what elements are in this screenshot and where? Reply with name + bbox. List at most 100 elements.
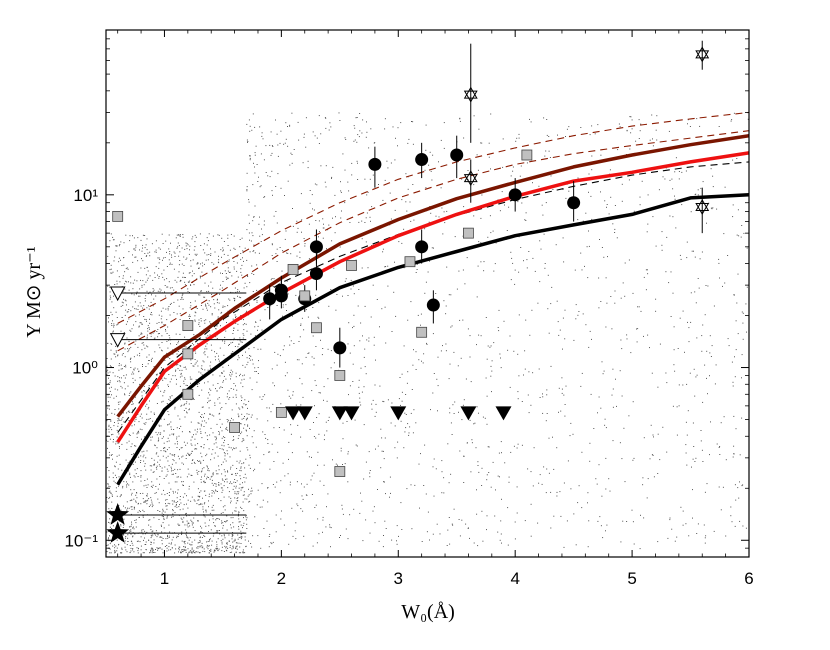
- background-dot: [158, 425, 160, 427]
- background-dot: [120, 305, 122, 307]
- background-dot: [473, 423, 475, 425]
- background-dot: [339, 120, 341, 121]
- background-dot: [170, 242, 171, 244]
- background-dot: [137, 552, 139, 554]
- background-dot: [181, 375, 183, 377]
- background-dot: [236, 545, 238, 547]
- background-dot: [197, 546, 199, 547]
- background-dot: [693, 368, 695, 370]
- background-dot: [132, 403, 134, 405]
- background-dot: [259, 216, 260, 218]
- background-dot: [216, 546, 218, 548]
- background-dot: [345, 528, 347, 530]
- background-dot: [211, 490, 213, 491]
- data-point-square: [311, 322, 322, 334]
- background-dot: [127, 541, 129, 542]
- background-dot: [165, 240, 167, 242]
- background-dot: [235, 552, 237, 554]
- x-axis-label: W₀(Å): [401, 601, 455, 623]
- background-dot: [271, 170, 273, 172]
- background-dot: [732, 385, 734, 387]
- background-dot: [185, 513, 187, 515]
- background-dot: [291, 507, 293, 509]
- background-dot: [110, 419, 112, 420]
- background-dot: [199, 325, 201, 327]
- background-dot: [249, 155, 251, 157]
- background-dot: [151, 357, 153, 359]
- background-dot: [250, 355, 252, 357]
- background-dot: [181, 247, 183, 249]
- background-dot: [394, 447, 396, 449]
- background-dot: [154, 444, 156, 446]
- background-dot: [467, 328, 469, 330]
- data-point-hexagram: [695, 203, 710, 216]
- background-dot: [371, 408, 373, 410]
- background-dot: [185, 549, 187, 551]
- background-dot: [221, 550, 223, 552]
- background-dot: [394, 159, 396, 161]
- background-dot: [168, 306, 170, 307]
- background-dot: [206, 309, 208, 311]
- background-dot: [158, 547, 160, 549]
- background-dot: [745, 303, 747, 305]
- background-dot: [578, 485, 580, 487]
- background-dot: [315, 220, 317, 221]
- background-dot: [205, 511, 207, 513]
- background-dot: [406, 488, 408, 490]
- background-dot: [709, 375, 710, 377]
- background-dot: [518, 375, 520, 377]
- background-dot: [159, 434, 161, 435]
- background-dot: [217, 298, 218, 300]
- background-dot: [227, 245, 229, 246]
- background-dot: [327, 348, 329, 350]
- background-dot: [209, 399, 211, 401]
- background-dot: [146, 403, 148, 405]
- background-dot: [488, 156, 490, 158]
- background-dot: [193, 284, 195, 286]
- background-dot: [481, 467, 483, 469]
- background-dot: [152, 420, 154, 422]
- background-dot: [212, 484, 214, 486]
- background-dot: [112, 372, 114, 374]
- background-dot: [258, 360, 259, 362]
- background-dot: [498, 452, 500, 454]
- background-dot: [235, 507, 237, 509]
- background-dot: [191, 462, 193, 464]
- background-dot: [264, 434, 266, 435]
- background-dot: [141, 529, 143, 531]
- background-dot: [396, 543, 398, 545]
- background-dot: [425, 124, 427, 126]
- background-dot: [191, 552, 193, 554]
- background-dot: [463, 206, 465, 208]
- background-dot: [146, 334, 148, 336]
- background-dot: [283, 345, 285, 347]
- background-dot: [262, 431, 264, 433]
- background-dot: [157, 455, 159, 457]
- background-dot: [231, 548, 233, 550]
- background-dot: [353, 140, 355, 142]
- background-dot: [246, 447, 248, 449]
- background-dot: [618, 123, 620, 125]
- background-dot: [144, 480, 146, 481]
- background-dot: [152, 504, 154, 506]
- background-dot: [113, 239, 115, 241]
- background-dot: [374, 415, 376, 417]
- background-dot: [301, 231, 302, 233]
- background-dot: [153, 459, 155, 461]
- background-dot: [113, 425, 115, 427]
- background-dot: [238, 416, 240, 418]
- background-dot: [198, 322, 200, 324]
- background-dot: [432, 533, 434, 535]
- background-dot: [605, 530, 606, 532]
- background-dot: [665, 372, 667, 374]
- background-dot: [148, 524, 150, 526]
- background-dot: [248, 540, 249, 542]
- background-dot: [211, 475, 213, 477]
- background-dot: [396, 525, 398, 527]
- background-dot: [177, 276, 179, 278]
- background-dot: [129, 474, 131, 476]
- background-dot: [227, 444, 229, 445]
- background-dot: [286, 280, 288, 282]
- background-dot: [222, 281, 224, 282]
- background-dot: [129, 435, 131, 436]
